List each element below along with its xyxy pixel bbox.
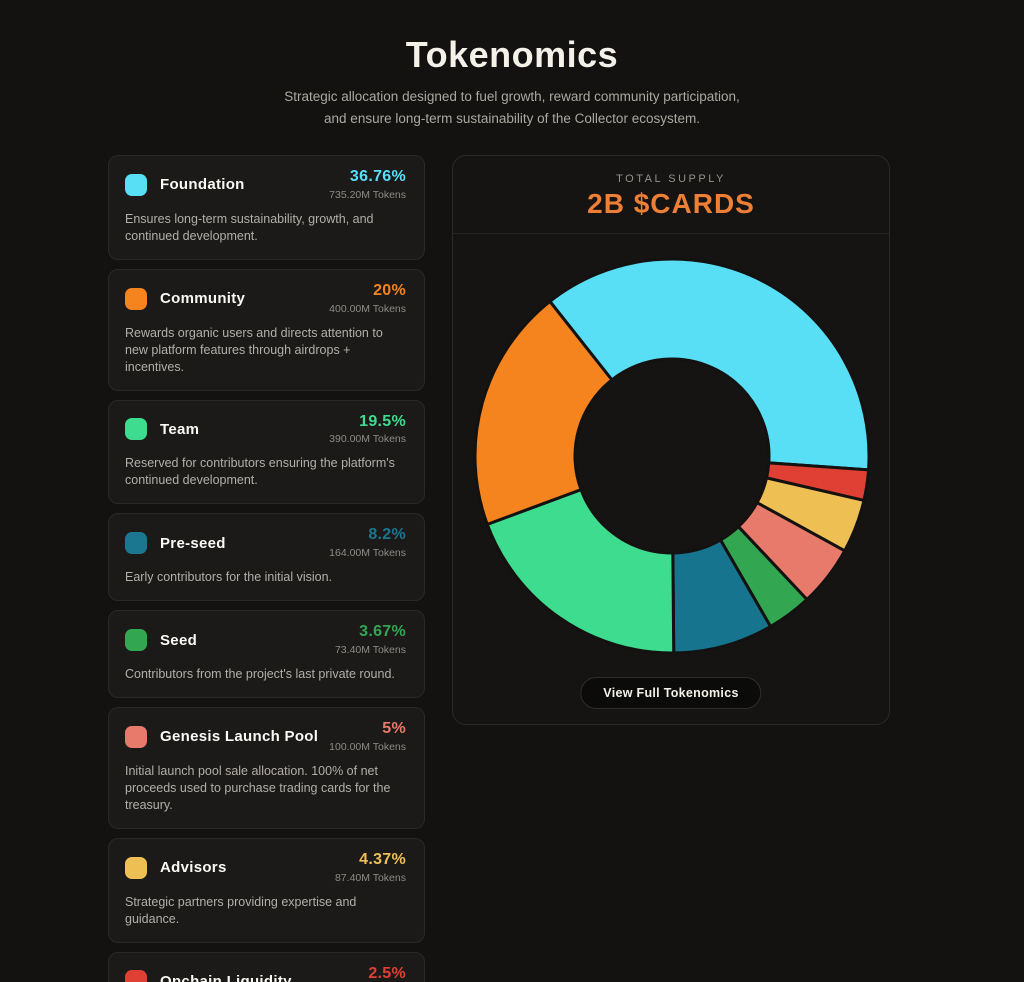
page-subtitle-line-2: and ensure long-term sustainability of t… xyxy=(324,111,700,127)
allocation-card-header: Foundation 36.76% 735.20M Tokens xyxy=(125,168,406,201)
donut-slice-team[interactable] xyxy=(485,487,676,655)
allocation-name: Onchain Liquidity xyxy=(160,972,292,982)
allocation-values: 8.2% 164.00M Tokens xyxy=(329,526,406,560)
allocation-description: Ensures long-term sustainability, growth… xyxy=(125,211,374,243)
allocation-card-header: Team 19.5% 390.00M Tokens xyxy=(125,412,406,446)
total-supply-value: 2B $CARDS xyxy=(587,188,755,219)
allocation-swatch xyxy=(125,856,147,879)
allocation-card-pre-seed: Pre-seed 8.2% 164.00M Tokens Early contr… xyxy=(108,513,425,602)
donut-slice-community[interactable] xyxy=(473,299,614,527)
allocation-percent: 2.5% xyxy=(368,964,406,982)
allocation-percent: 5% xyxy=(382,719,406,737)
page-title: Tokenomics xyxy=(405,34,619,75)
allocation-percent: 36.76% xyxy=(349,168,406,185)
allocation-card-team: Team 19.5% 390.00M Tokens Reserved for c… xyxy=(108,399,425,505)
allocation-card-community: Community 20% 400.00M Tokens Rewards org… xyxy=(108,268,425,391)
allocation-percent: 8.2% xyxy=(368,526,406,544)
allocation-card-header: Advisors 4.37% 87.40M Tokens xyxy=(125,850,406,884)
allocation-tokens: 164.00M Tokens xyxy=(329,547,406,560)
allocation-card-header: Seed 3.67% 73.40M Tokens xyxy=(125,623,406,656)
allocation-tokens: 73.40M Tokens xyxy=(334,643,406,656)
allocation-name: Community xyxy=(160,290,246,308)
page-subtitle: Strategic allocation designed to fuel gr… xyxy=(0,86,1024,131)
allocation-tokens: 735.20M Tokens xyxy=(329,188,406,201)
allocation-percent: 4.37% xyxy=(359,850,406,868)
allocation-tokens: 390.00M Tokens xyxy=(329,433,406,446)
allocation-name: Team xyxy=(160,420,200,438)
allocation-tokens: 400.00M Tokens xyxy=(329,302,406,315)
allocation-values: 36.76% 735.20M Tokens xyxy=(329,168,406,201)
allocation-values: 20% 400.00M Tokens xyxy=(329,281,406,315)
allocation-description: Reserved for contributors ensuring the p… xyxy=(125,456,395,488)
allocation-name: Foundation xyxy=(160,176,245,194)
allocation-tokens: 87.40M Tokens xyxy=(334,871,406,884)
donut-chart-svg xyxy=(473,257,871,655)
allocation-card-seed: Seed 3.67% 73.40M Tokens Contributors fr… xyxy=(108,610,425,698)
supply-panel: TOTAL SUPPLY 2B $CARDS View Full Tokenom… xyxy=(452,155,890,725)
donut-chart[interactable] xyxy=(472,256,872,656)
allocation-swatch xyxy=(125,970,147,982)
allocation-name: Pre-seed xyxy=(160,534,226,552)
allocation-swatch xyxy=(125,629,147,652)
allocation-card-header: Onchain Liquidity 2.5% 50.00M Tokens xyxy=(125,964,406,982)
allocation-percent: 20% xyxy=(373,281,406,299)
allocation-card-genesis-launch-pool: Genesis Launch Pool 5% 100.00M Tokens In… xyxy=(108,706,425,829)
allocation-swatch xyxy=(125,287,147,310)
allocation-name: Seed xyxy=(160,631,198,649)
allocation-values: 2.5% 50.00M Tokens xyxy=(335,964,406,982)
section-header: Tokenomics Strategic allocation designed… xyxy=(0,34,1024,131)
allocation-description: Rewards organic users and directs attent… xyxy=(125,325,383,374)
allocation-description: Strategic partners providing expertise a… xyxy=(125,894,357,926)
allocation-card-header: Pre-seed 8.2% 164.00M Tokens xyxy=(125,527,406,559)
allocation-description: Initial launch pool sale allocation. 100… xyxy=(125,763,391,812)
allocation-card-advisors: Advisors 4.37% 87.40M Tokens Strategic p… xyxy=(108,837,425,943)
allocation-name: Genesis Launch Pool xyxy=(160,728,319,746)
allocation-values: 5% 100.00M Tokens xyxy=(329,719,406,753)
total-supply-label: TOTAL SUPPLY xyxy=(616,173,726,185)
allocation-description: Contributors from the project's last pri… xyxy=(125,666,395,681)
allocation-percent: 3.67% xyxy=(359,623,406,641)
donut-slice-foundation[interactable] xyxy=(547,257,871,472)
allocation-swatch xyxy=(125,173,147,196)
page-subtitle-line-1: Strategic allocation designed to fuel gr… xyxy=(284,89,740,104)
supply-panel-header: TOTAL SUPPLY 2B $CARDS xyxy=(453,156,889,234)
allocation-percent: 19.5% xyxy=(359,412,406,430)
allocation-card-header: Community 20% 400.00M Tokens xyxy=(125,281,406,315)
allocation-description: Early contributors for the initial visio… xyxy=(125,570,333,585)
allocation-card-onchain-liquidity: Onchain Liquidity 2.5% 50.00M Tokens Pro… xyxy=(108,951,425,982)
allocation-card-foundation: Foundation 36.76% 735.20M Tokens Ensures… xyxy=(108,155,425,260)
allocation-swatch xyxy=(125,725,147,748)
view-full-tokenomics-button[interactable]: View Full Tokenomics xyxy=(580,677,762,709)
allocation-values: 3.67% 73.40M Tokens xyxy=(334,623,406,656)
allocation-swatch xyxy=(125,418,147,441)
allocation-swatch xyxy=(125,532,147,555)
allocation-name: Advisors xyxy=(160,859,227,877)
allocation-values: 4.37% 87.40M Tokens xyxy=(334,850,406,884)
allocation-tokens: 100.00M Tokens xyxy=(329,740,406,753)
allocation-values: 19.5% 390.00M Tokens xyxy=(329,412,406,446)
allocation-card-header: Genesis Launch Pool 5% 100.00M Tokens xyxy=(125,719,406,753)
allocation-list: Foundation 36.76% 735.20M Tokens Ensures… xyxy=(108,155,425,982)
